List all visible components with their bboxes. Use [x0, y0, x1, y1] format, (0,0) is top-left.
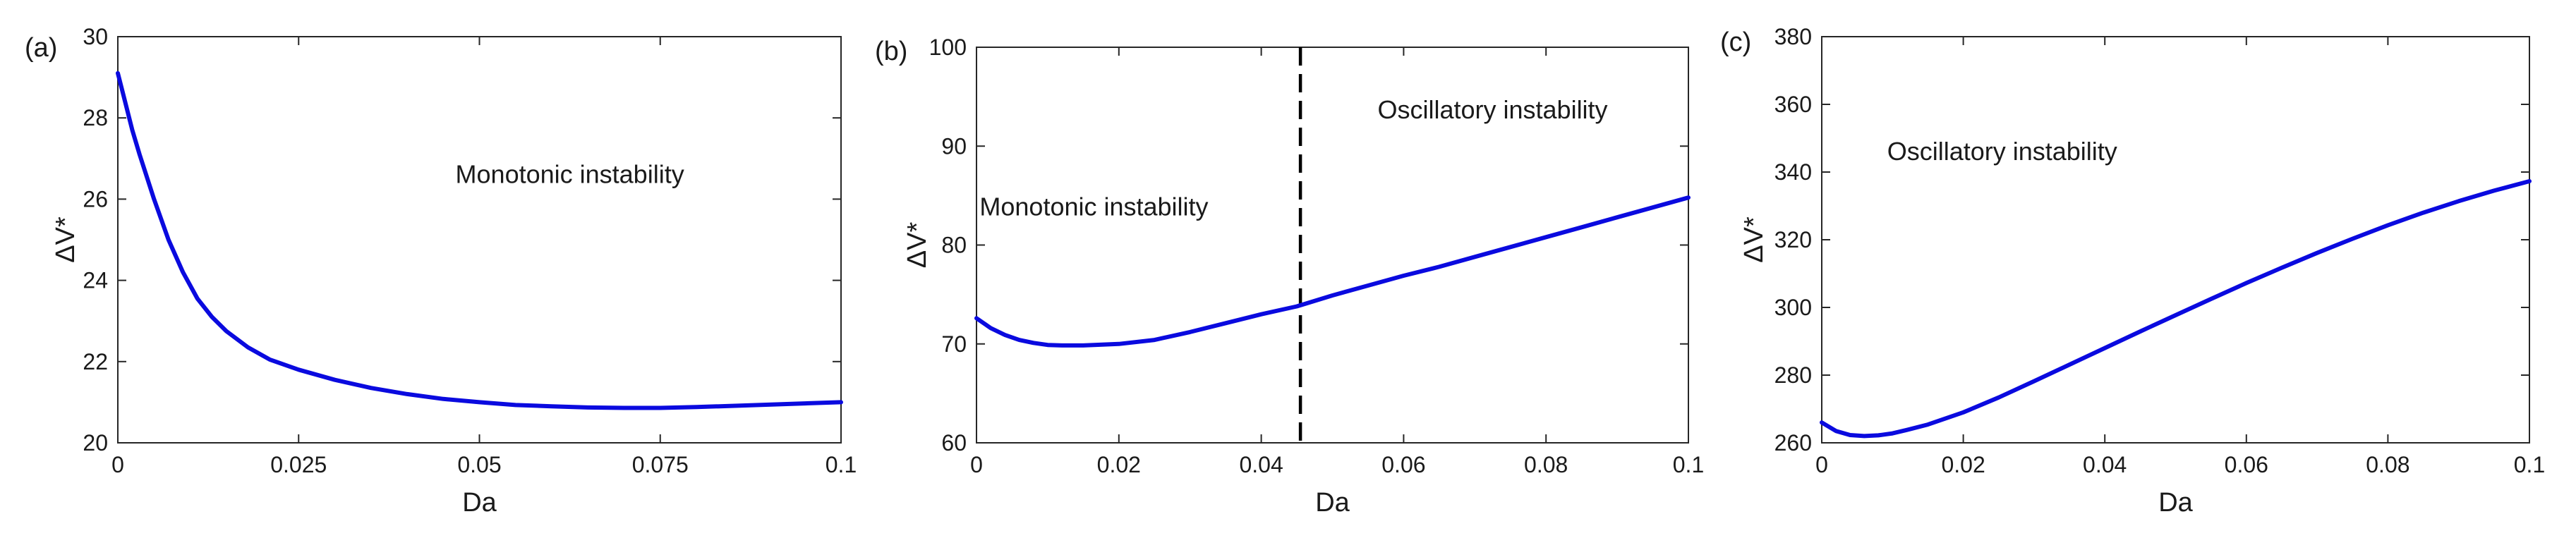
annotation-label: Monotonic instability [979, 192, 1208, 221]
x-tick-label: 0 [970, 452, 983, 477]
x-tick-label: 0.04 [2083, 452, 2127, 477]
y-tick-label: 260 [1774, 430, 1812, 456]
x-tick-label: 0.08 [2366, 452, 2409, 477]
chart-panel-1: 0 0.025 0.05 0.075 0.1 20 22 24 26 28 30 Da ΔV* (a) Mo… [25, 24, 857, 518]
y-tick-label: 100 [929, 35, 967, 60]
x-tick-label: 0.075 [632, 452, 689, 477]
y-axis-title: ΔV* [1739, 216, 1769, 263]
annotation-label: Oscillatory instability [1887, 137, 2117, 166]
series-line [116, 71, 843, 410]
x-tick-label: 0.05 [457, 452, 501, 477]
x-axis-title: Da [2158, 488, 2193, 518]
x-axis-title: Da [1315, 488, 1350, 518]
y-tick-label: 340 [1774, 159, 1812, 185]
y-axis-title: ΔV* [902, 222, 932, 269]
x-tick-label: 0 [1815, 452, 1828, 477]
axes-frame [117, 36, 842, 444]
panel-label: (b) [875, 37, 907, 66]
y-tick-label: 380 [1774, 24, 1812, 49]
y-tick-label: 24 [83, 268, 108, 293]
x-tick-label: 0.02 [1097, 452, 1141, 477]
x-tick-label: 0.04 [1239, 452, 1283, 477]
x-tick-label: 0.08 [1524, 452, 1568, 477]
y-tick-label: 22 [83, 349, 108, 374]
y-tick-label: 80 [941, 233, 967, 258]
x-tick-label: 0.1 [1673, 452, 1704, 477]
annotation-label: Monotonic instability [456, 159, 684, 188]
x-tick-label: 0 [111, 452, 124, 477]
y-tick-label: 360 [1774, 92, 1812, 117]
y-tick-label: 60 [941, 430, 967, 456]
x-tick-label: 0.1 [2514, 452, 2545, 477]
series-line [974, 195, 1691, 348]
y-tick-label: 70 [941, 331, 967, 357]
y-tick-label: 90 [941, 133, 967, 159]
y-tick-label: 28 [83, 105, 108, 130]
x-tick-label: 0.02 [1941, 452, 1985, 477]
panel-label: (a) [25, 33, 57, 63]
annotation-label: Oscillatory instability [1377, 95, 1607, 124]
series-line [1820, 179, 2532, 439]
y-tick-label: 26 [83, 186, 108, 212]
chart-panel-3: 0 0.02 0.04 0.06 0.08 0.1 260 280 300 320 340 360 38… [1720, 24, 2545, 518]
panel-label: (c) [1720, 27, 1751, 57]
y-tick-label: 320 [1774, 227, 1812, 252]
y-tick-label: 280 [1774, 362, 1812, 388]
y-tick-label: 20 [83, 430, 108, 456]
x-tick-label: 0.1 [826, 452, 857, 477]
x-tick-label: 0.025 [270, 452, 327, 477]
y-axis-title: ΔV* [51, 216, 80, 263]
x-tick-label: 0.06 [1381, 452, 1425, 477]
y-tick-label: 30 [83, 24, 108, 49]
chart-panel-2: 0 0.02 0.04 0.06 0.08 0.1 60 70 80 90 100 Da ΔV* (b) M… [875, 35, 1704, 518]
x-tick-label: 0.06 [2225, 452, 2268, 477]
axes-frame [1821, 36, 2530, 444]
y-tick-label: 300 [1774, 295, 1812, 320]
x-axis-title: Da [462, 488, 497, 518]
